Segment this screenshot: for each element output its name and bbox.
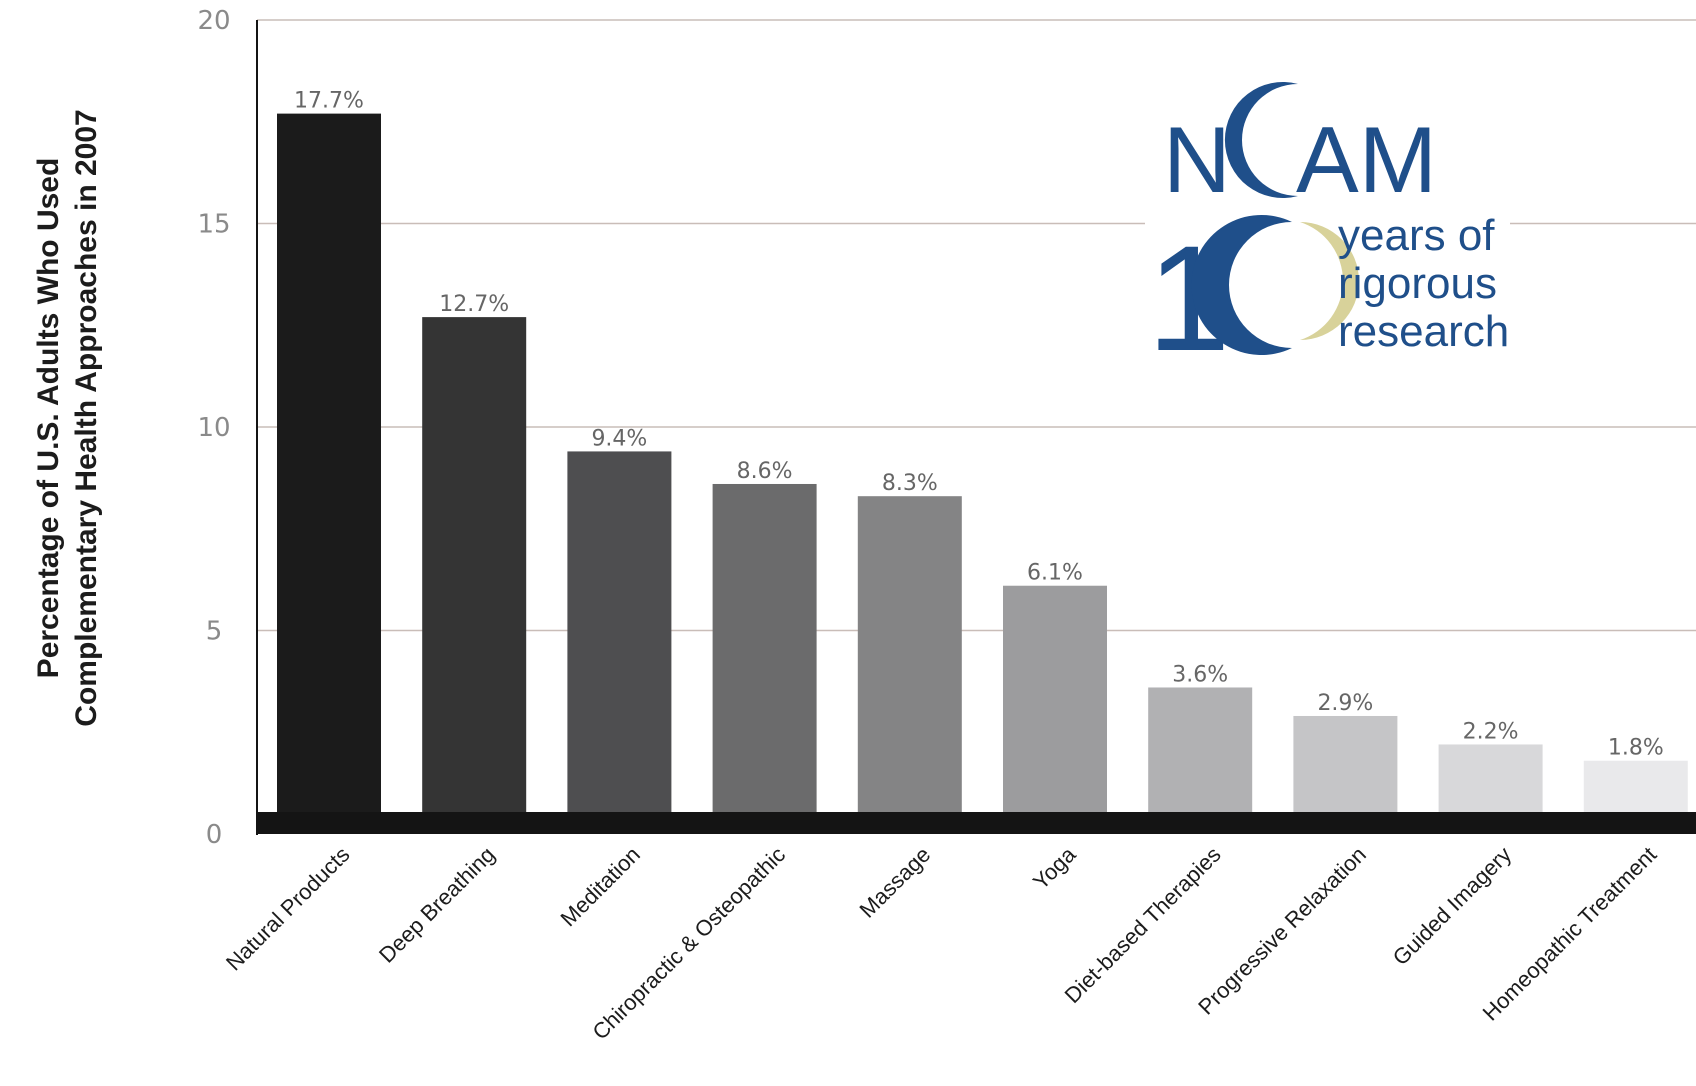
bar [567,451,672,812]
data-label: 9.4% [591,426,647,451]
logo-crescent-zero [1191,214,1359,355]
y-tick-label: 15 [197,210,230,240]
y-tick-label: 0 [206,820,223,850]
category-label: Diet-based Therapies [1060,842,1226,1008]
category-label: Massage [855,842,936,923]
category-label: Yoga [1028,841,1081,894]
nccam-logo: N AM 1 years of rigorous research [1145,60,1510,382]
category-label: Meditation [555,842,644,931]
bar [1438,744,1543,812]
logo-letter-n: N [1163,107,1231,212]
y-axis-title-line-2: Complementary Health Approaches in 2007 [70,109,103,726]
category-label: Natural Products [221,842,355,976]
category-label: Progressive Relaxation [1193,842,1371,1020]
data-label: 2.9% [1317,691,1373,716]
category-label: Guided Imagery [1388,842,1516,970]
bar [857,496,962,812]
logo-crescent-c [1224,81,1298,198]
bars [277,113,1688,813]
bar [422,317,527,812]
x-axis-baseline [257,812,1696,834]
data-label: 3.6% [1172,662,1228,687]
bar [1583,760,1688,812]
data-label: 2.2% [1463,719,1519,744]
bar [1003,585,1107,812]
bar [712,483,817,812]
y-tick-label: 5 [206,617,223,647]
data-label: 12.7% [439,292,509,317]
data-labels: 17.7% 12.7% 9.4% 8.6% 8.3% 6.1% 3.6% 2.9% 2.2% 1.… [294,89,1664,761]
data-label: 17.7% [294,89,364,114]
category-label: Deep Breathing [374,842,500,968]
logo-letters-am: AM [1296,107,1437,212]
y-axis-title: Percentage of U.S. Adults Who Used Compl… [32,109,103,726]
bar [277,113,381,813]
y-tick-label: 10 [197,413,230,443]
data-label: 8.3% [882,471,938,496]
category-labels: Natural Products Deep Breathing Meditation… [221,841,1661,1044]
y-tick-label: 20 [197,6,230,36]
data-label: 6.1% [1027,561,1083,586]
data-label: 8.6% [737,459,793,484]
logo-tagline-line-2: rigorous [1338,259,1497,308]
logo-tagline-line-3: research [1338,307,1509,356]
bar [1293,715,1398,812]
data-label: 1.8% [1608,736,1664,761]
y-axis-ticks: 0 5 10 15 20 [197,6,230,850]
logo-tagline-line-1: years of [1338,211,1495,260]
y-axis-title-line-1: Percentage of U.S. Adults Who Used [32,158,65,679]
bar [1148,687,1253,812]
